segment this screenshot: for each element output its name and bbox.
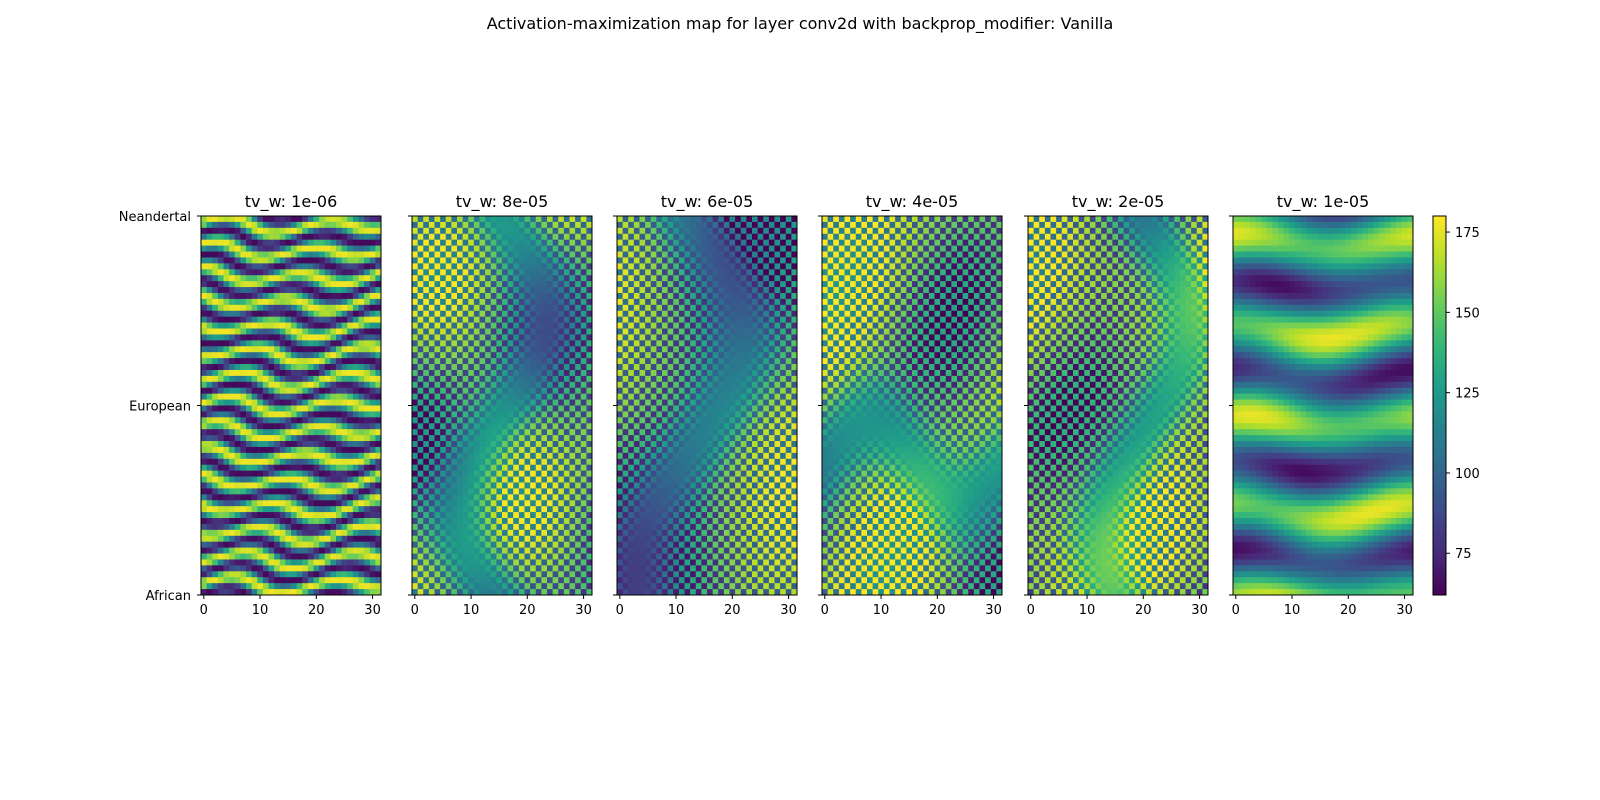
panel-2: tv_w: 8e-05 0 10 20 30 [408,192,593,618]
colorbar-tick-label: 75 [1455,547,1472,562]
colorbar-frame [1432,215,1447,596]
x-tick-label: 30 [985,603,1002,618]
x-tick-label: 20 [724,603,741,618]
colorbar-tick-label: 100 [1455,467,1480,482]
y-tick-label: European [129,400,191,415]
colorbar-tick-label: 125 [1455,387,1480,402]
panel-title: tv_w: 4e-05 [866,192,959,212]
heatmap-image [1028,216,1209,596]
heatmap-image [1233,216,1414,596]
heatmap-image [201,216,382,596]
x-tick-label: 30 [1396,603,1413,618]
x-tick-label: 20 [1340,603,1357,618]
x-tick-label: 0 [200,603,208,618]
panels: tv_w: 1e-06 0 10 20 30 Neandertal European Afri… [119,192,1414,618]
panel-5: tv_w: 2e-05 0 10 20 30 [1024,192,1209,618]
panel-title: tv_w: 6e-05 [661,192,754,212]
panel-3: tv_w: 6e-05 0 10 20 30 [613,192,798,618]
x-tick-label: 30 [575,603,592,618]
x-tick-label: 10 [1284,603,1301,618]
panel-title: tv_w: 8e-05 [456,192,549,212]
panel-title: tv_w: 1e-06 [245,192,338,212]
x-tick-label: 0 [616,603,624,618]
y-tick-label: Neandertal [119,210,191,225]
x-tick-label: 10 [463,603,480,618]
x-tick-label: 10 [1079,603,1096,618]
x-tick-label: 0 [1027,603,1035,618]
colorbar-tick-label: 150 [1455,306,1480,321]
x-tick-label: 30 [1191,603,1208,618]
figure-title: Activation-maximization map for layer co… [487,14,1114,34]
x-tick-label: 20 [519,603,536,618]
colorbar-tick-label: 175 [1455,226,1480,241]
heatmap-image [822,216,1003,596]
panel-1: tv_w: 1e-06 0 10 20 30 Neandertal European Afri… [119,192,382,618]
panel-6: tv_w: 1e-05 0 10 20 30 [1229,192,1414,618]
x-tick-label: 10 [252,603,269,618]
x-tick-label: 20 [308,603,325,618]
x-tick-label: 30 [364,603,381,618]
x-tick-label: 20 [929,603,946,618]
colorbar: 75 100 125 150 175 [1432,215,1480,596]
y-tick-label: African [146,589,191,604]
x-tick-label: 0 [821,603,829,618]
x-tick-label: 0 [411,603,419,618]
heatmap-image [412,216,593,596]
x-tick-label: 0 [1232,603,1240,618]
x-tick-label: 10 [668,603,685,618]
x-tick-label: 10 [873,603,890,618]
panel-title: tv_w: 2e-05 [1072,192,1165,212]
x-tick-label: 20 [1135,603,1152,618]
panel-title: tv_w: 1e-05 [1277,192,1370,212]
x-tick-label: 30 [780,603,797,618]
heatmap-image [617,216,798,596]
panel-4: tv_w: 4e-05 0 10 20 30 [818,192,1003,618]
